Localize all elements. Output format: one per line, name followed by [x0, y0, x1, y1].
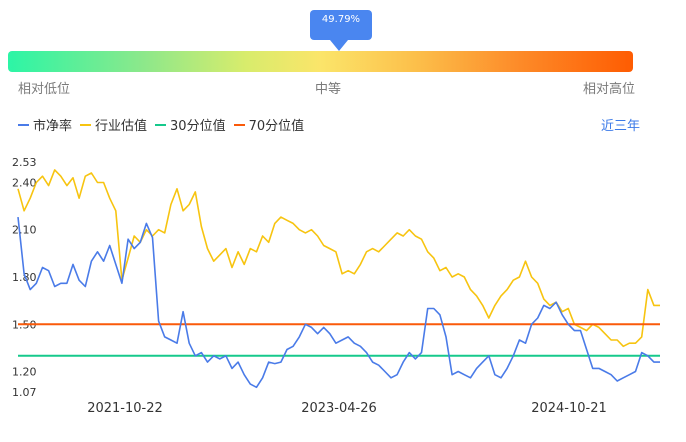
y-tick-label: 2.53 — [12, 156, 37, 169]
series-line-pb — [17, 217, 660, 389]
y-tick-label: 1.07 — [12, 386, 37, 399]
x-tick-label: 2021-10-22 — [87, 401, 163, 416]
y-tick-label: 2.10 — [12, 224, 37, 237]
x-tick-label: 2023-04-26 — [301, 401, 377, 416]
gauge-low-label: 相对低位 — [18, 82, 71, 97]
y-tick-label: 1.80 — [12, 271, 37, 284]
valuation-gauge-bar — [8, 51, 633, 72]
y-tick-label: 1.20 — [12, 366, 37, 379]
legend-label-pb: 市净率 — [33, 119, 73, 134]
percentile-tooltip: 49.79% — [310, 10, 372, 40]
legend-item-p70[interactable]: 70分位值 — [233, 115, 305, 134]
series-line-industry — [17, 169, 660, 348]
percentile-value: 49.79% — [321, 14, 361, 25]
gauge-high-label: 相对高位 — [583, 82, 636, 97]
x-tick-label: 2024-10-21 — [531, 401, 607, 416]
y-tick-label: 2.40 — [12, 176, 37, 189]
y-axis: 2.532.402.101.801.501.201.07 — [12, 156, 37, 399]
legend-swatch-p70-icon — [233, 123, 245, 126]
x-axis: 2021-10-22 2023-04-26 2024-10-21 — [87, 401, 607, 416]
legend-swatch-industry-icon — [80, 123, 92, 126]
period-select-button[interactable]: 近三年 — [600, 119, 640, 134]
legend-label-industry: 行业估值 — [95, 119, 148, 134]
tooltip-pointer-icon — [330, 40, 348, 51]
gauge-mid-label: 中等 — [315, 82, 342, 97]
series-layer — [17, 169, 660, 389]
legend-swatch-p30-icon — [155, 123, 167, 126]
chart-legend: 市净率 行业估值 30分位值 70分位值 — [18, 115, 312, 134]
legend-item-industry[interactable]: 行业估值 — [80, 115, 147, 134]
legend-label-p30: 30分位值 — [170, 119, 226, 134]
legend-item-p30[interactable]: 30分位值 — [155, 115, 226, 134]
legend-label-p70: 70分位值 — [248, 119, 305, 134]
legend-item-pb[interactable]: 市净率 — [18, 115, 72, 134]
legend-swatch-pb-icon — [18, 123, 29, 126]
